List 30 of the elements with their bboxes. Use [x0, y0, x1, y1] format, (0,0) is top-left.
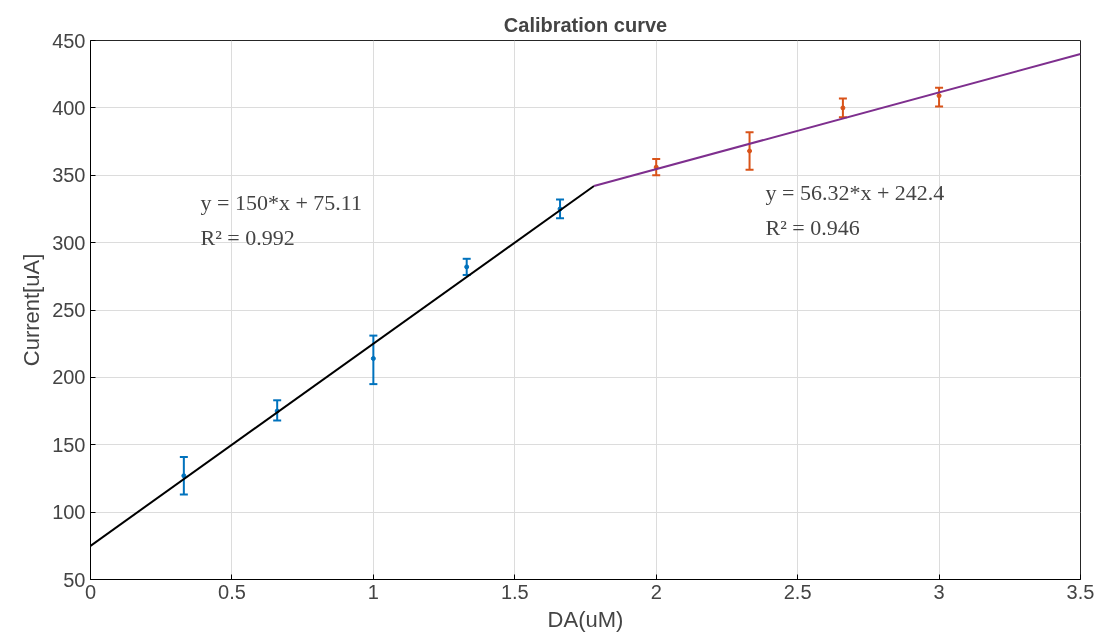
point	[181, 473, 187, 479]
y-tick-label: 450	[52, 29, 86, 52]
y-tick-label: 400	[52, 96, 86, 119]
chart-title: Calibration curve	[503, 13, 668, 36]
y-tick-label: 50	[63, 568, 86, 591]
y-tick-label: 100	[52, 501, 86, 524]
x-tick-label: 1	[367, 580, 379, 603]
point	[464, 264, 470, 270]
x-tick-label: 2	[650, 580, 662, 603]
annotation: R² = 0.946	[765, 214, 860, 240]
point	[936, 93, 942, 99]
annotation: R² = 0.992	[200, 224, 295, 250]
x-tick-label: 0	[84, 580, 97, 603]
x-tick-label: 2.5	[783, 580, 812, 603]
point	[747, 148, 753, 154]
point	[370, 356, 376, 362]
y-tick-label: 300	[52, 231, 86, 254]
y-tick-label: 150	[52, 433, 86, 456]
x-tick-label: 1.5	[500, 580, 529, 603]
x-tick-label: 3	[933, 580, 945, 603]
y-tick-label: 250	[52, 299, 86, 321]
point	[840, 105, 846, 111]
y-tick-label: 350	[52, 164, 86, 187]
y-axis-title: Current[uA]	[19, 253, 45, 367]
x-tick-label: 3.5	[1066, 580, 1095, 603]
annotation: y = 150*x + 75.11	[200, 189, 362, 215]
x-axis-title: DA(uM)	[547, 606, 624, 632]
annotation: y = 56.32*x + 242.4	[765, 179, 945, 205]
x-tick-label: 0.5	[218, 580, 246, 603]
y-tick-label: 200	[52, 366, 86, 389]
